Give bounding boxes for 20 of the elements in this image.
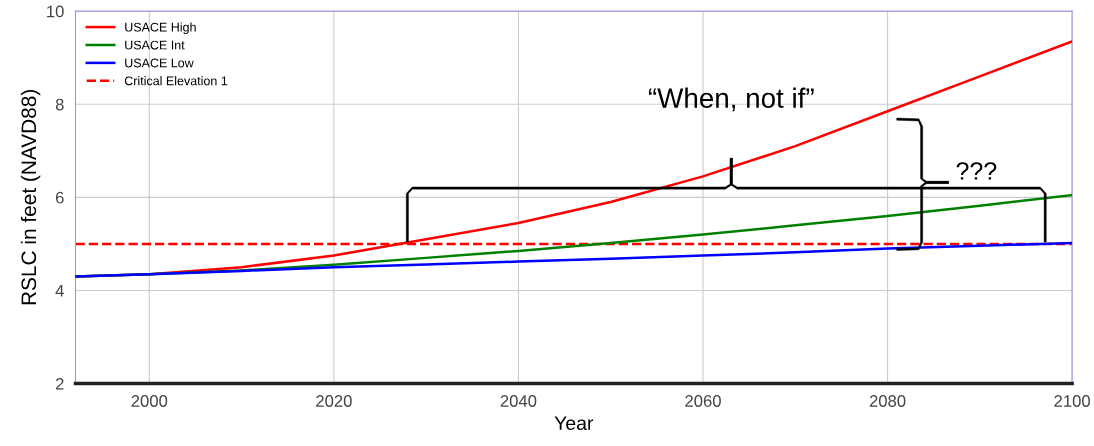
x-tick-label: 2080 [869, 395, 906, 407]
legend-label: Critical Elevation 1 [124, 76, 228, 86]
y-tick-label: 10 [47, 5, 64, 18]
y-tick-label: 2 [55, 377, 64, 390]
legend-label: USACE Int [125, 40, 185, 50]
legend-label: USACE High [125, 22, 196, 35]
x-tick-label: 2020 [316, 395, 352, 407]
y-tick-label: 4 [55, 285, 64, 297]
y-tick-label: 6 [55, 191, 64, 204]
x-tick-label: 2000 [131, 395, 168, 407]
annotation: “When, not if” [648, 87, 814, 112]
y-axis-title: RSLC in feet (NAVD88) [20, 90, 41, 305]
y-tick-label: 8 [55, 98, 64, 111]
x-axis-title: Year [554, 416, 594, 431]
line-series [75, 241, 1073, 278]
x-tick-label: 2040 [500, 395, 537, 407]
x-tick-label: 2060 [685, 395, 721, 407]
x-tick-label: 2100 [1054, 395, 1091, 407]
annotation: ??? [956, 162, 997, 180]
legend-label: USACE Low [125, 58, 194, 68]
